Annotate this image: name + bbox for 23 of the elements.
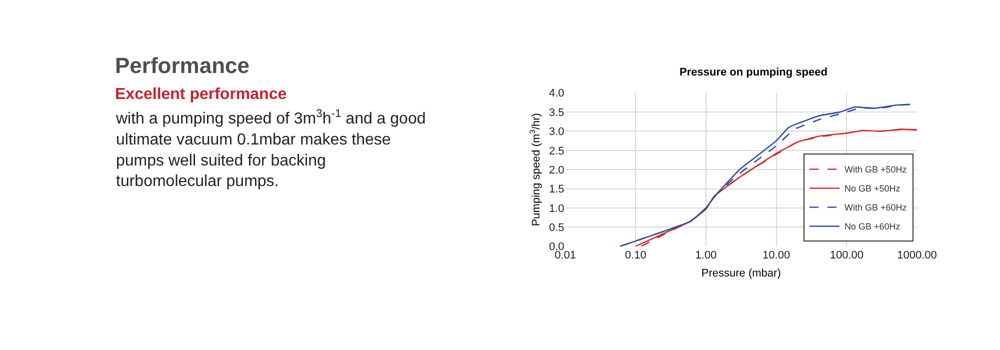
legend-label: No GB +60Hz bbox=[844, 222, 901, 232]
y-tick-label: 1.0 bbox=[548, 202, 564, 215]
y-tick-label: 2.5 bbox=[548, 145, 564, 158]
text: with a pumping speed of 3m$^{3}$h$^{-1}$ and a good ultimate vacuum 0.1mbar makes these pumps well suited for backing turbomolecular pumps. bbox=[115, 108, 426, 190]
legend-label: With GB +50Hz bbox=[844, 164, 908, 175]
x-tick-label: 100.00 bbox=[830, 249, 864, 262]
y-tick-label: 0.5 bbox=[548, 222, 564, 234]
y-tick-label: 2.0 bbox=[548, 164, 564, 176]
text: Excellent performance bbox=[115, 86, 287, 103]
y-tick-label: 4.0 bbox=[548, 88, 564, 100]
y-tick-label: 3.0 bbox=[548, 126, 564, 138]
y-tick-label: 1.5 bbox=[548, 184, 564, 196]
legend-label: With GB +60Hz bbox=[844, 202, 908, 213]
x-tick-label: 10.00 bbox=[762, 249, 790, 262]
x-tick-label: 0.01 bbox=[554, 249, 576, 262]
x-tick-label: 1.00 bbox=[695, 249, 717, 262]
chart-title: Pressure on pumping speed bbox=[680, 66, 828, 79]
y-tick-label: 3.5 bbox=[548, 106, 564, 119]
x-tick-label: 1000.00 bbox=[897, 249, 937, 262]
x-tick-label: 0.10 bbox=[624, 249, 646, 262]
x-axis-title: Pressure (mbar) bbox=[701, 268, 781, 280]
legend-label: No GB +50Hz bbox=[844, 184, 901, 194]
text: Performance bbox=[115, 53, 250, 78]
